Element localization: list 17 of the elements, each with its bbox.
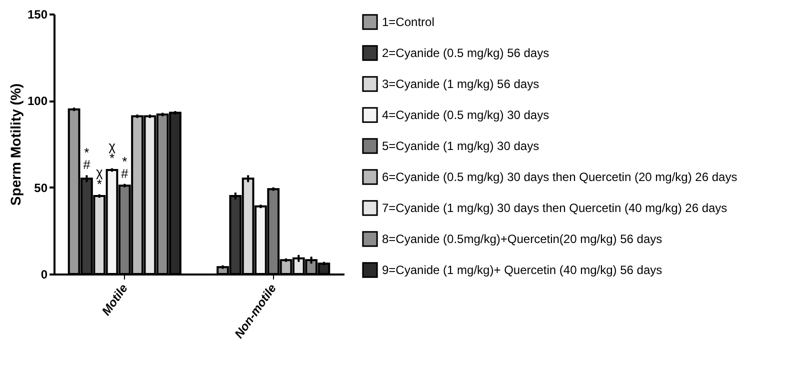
legend-label: 6=Cyanide (0.5 mg/kg) 30 days then Quercetin (20 mg/kg) 26 days xyxy=(382,170,738,184)
legend-label: 4=Cyanide (0.5 mg/kg) 30 days xyxy=(382,108,550,122)
legend-label: 1=Control xyxy=(382,15,434,29)
legend-label: 5=Cyanide (1 mg/kg) 30 days xyxy=(382,139,540,153)
legend-label: 8=Cyanide (0.5mg/kg)+Quercetin(20 mg/kg) 56 days xyxy=(382,232,662,246)
y-tick-label: 100 xyxy=(27,94,48,108)
y-axis-title: Sperm Motility (%) xyxy=(7,83,24,206)
y-tick-label: 50 xyxy=(34,180,48,195)
data-label: * # xyxy=(83,145,92,172)
data-label: * # xyxy=(121,154,130,181)
legend-label: 2=Cyanide (0.5 mg/kg) 56 days xyxy=(382,46,550,60)
legend-label: 7=Cyanide (1 mg/kg) 30 days then Quercetin (40 mg/kg) 26 days xyxy=(382,201,728,215)
data-label: χ * xyxy=(96,164,103,192)
legend-label: 3=Cyanide (1 mg/kg) 56 days xyxy=(382,77,540,91)
y-tick-label: 0 xyxy=(40,268,48,282)
y-tick-label: 150 xyxy=(27,8,48,22)
legend-label: 9=Cyanide (1 mg/kg)+ Quercetin (40 mg/kg) 56 days xyxy=(382,263,662,277)
